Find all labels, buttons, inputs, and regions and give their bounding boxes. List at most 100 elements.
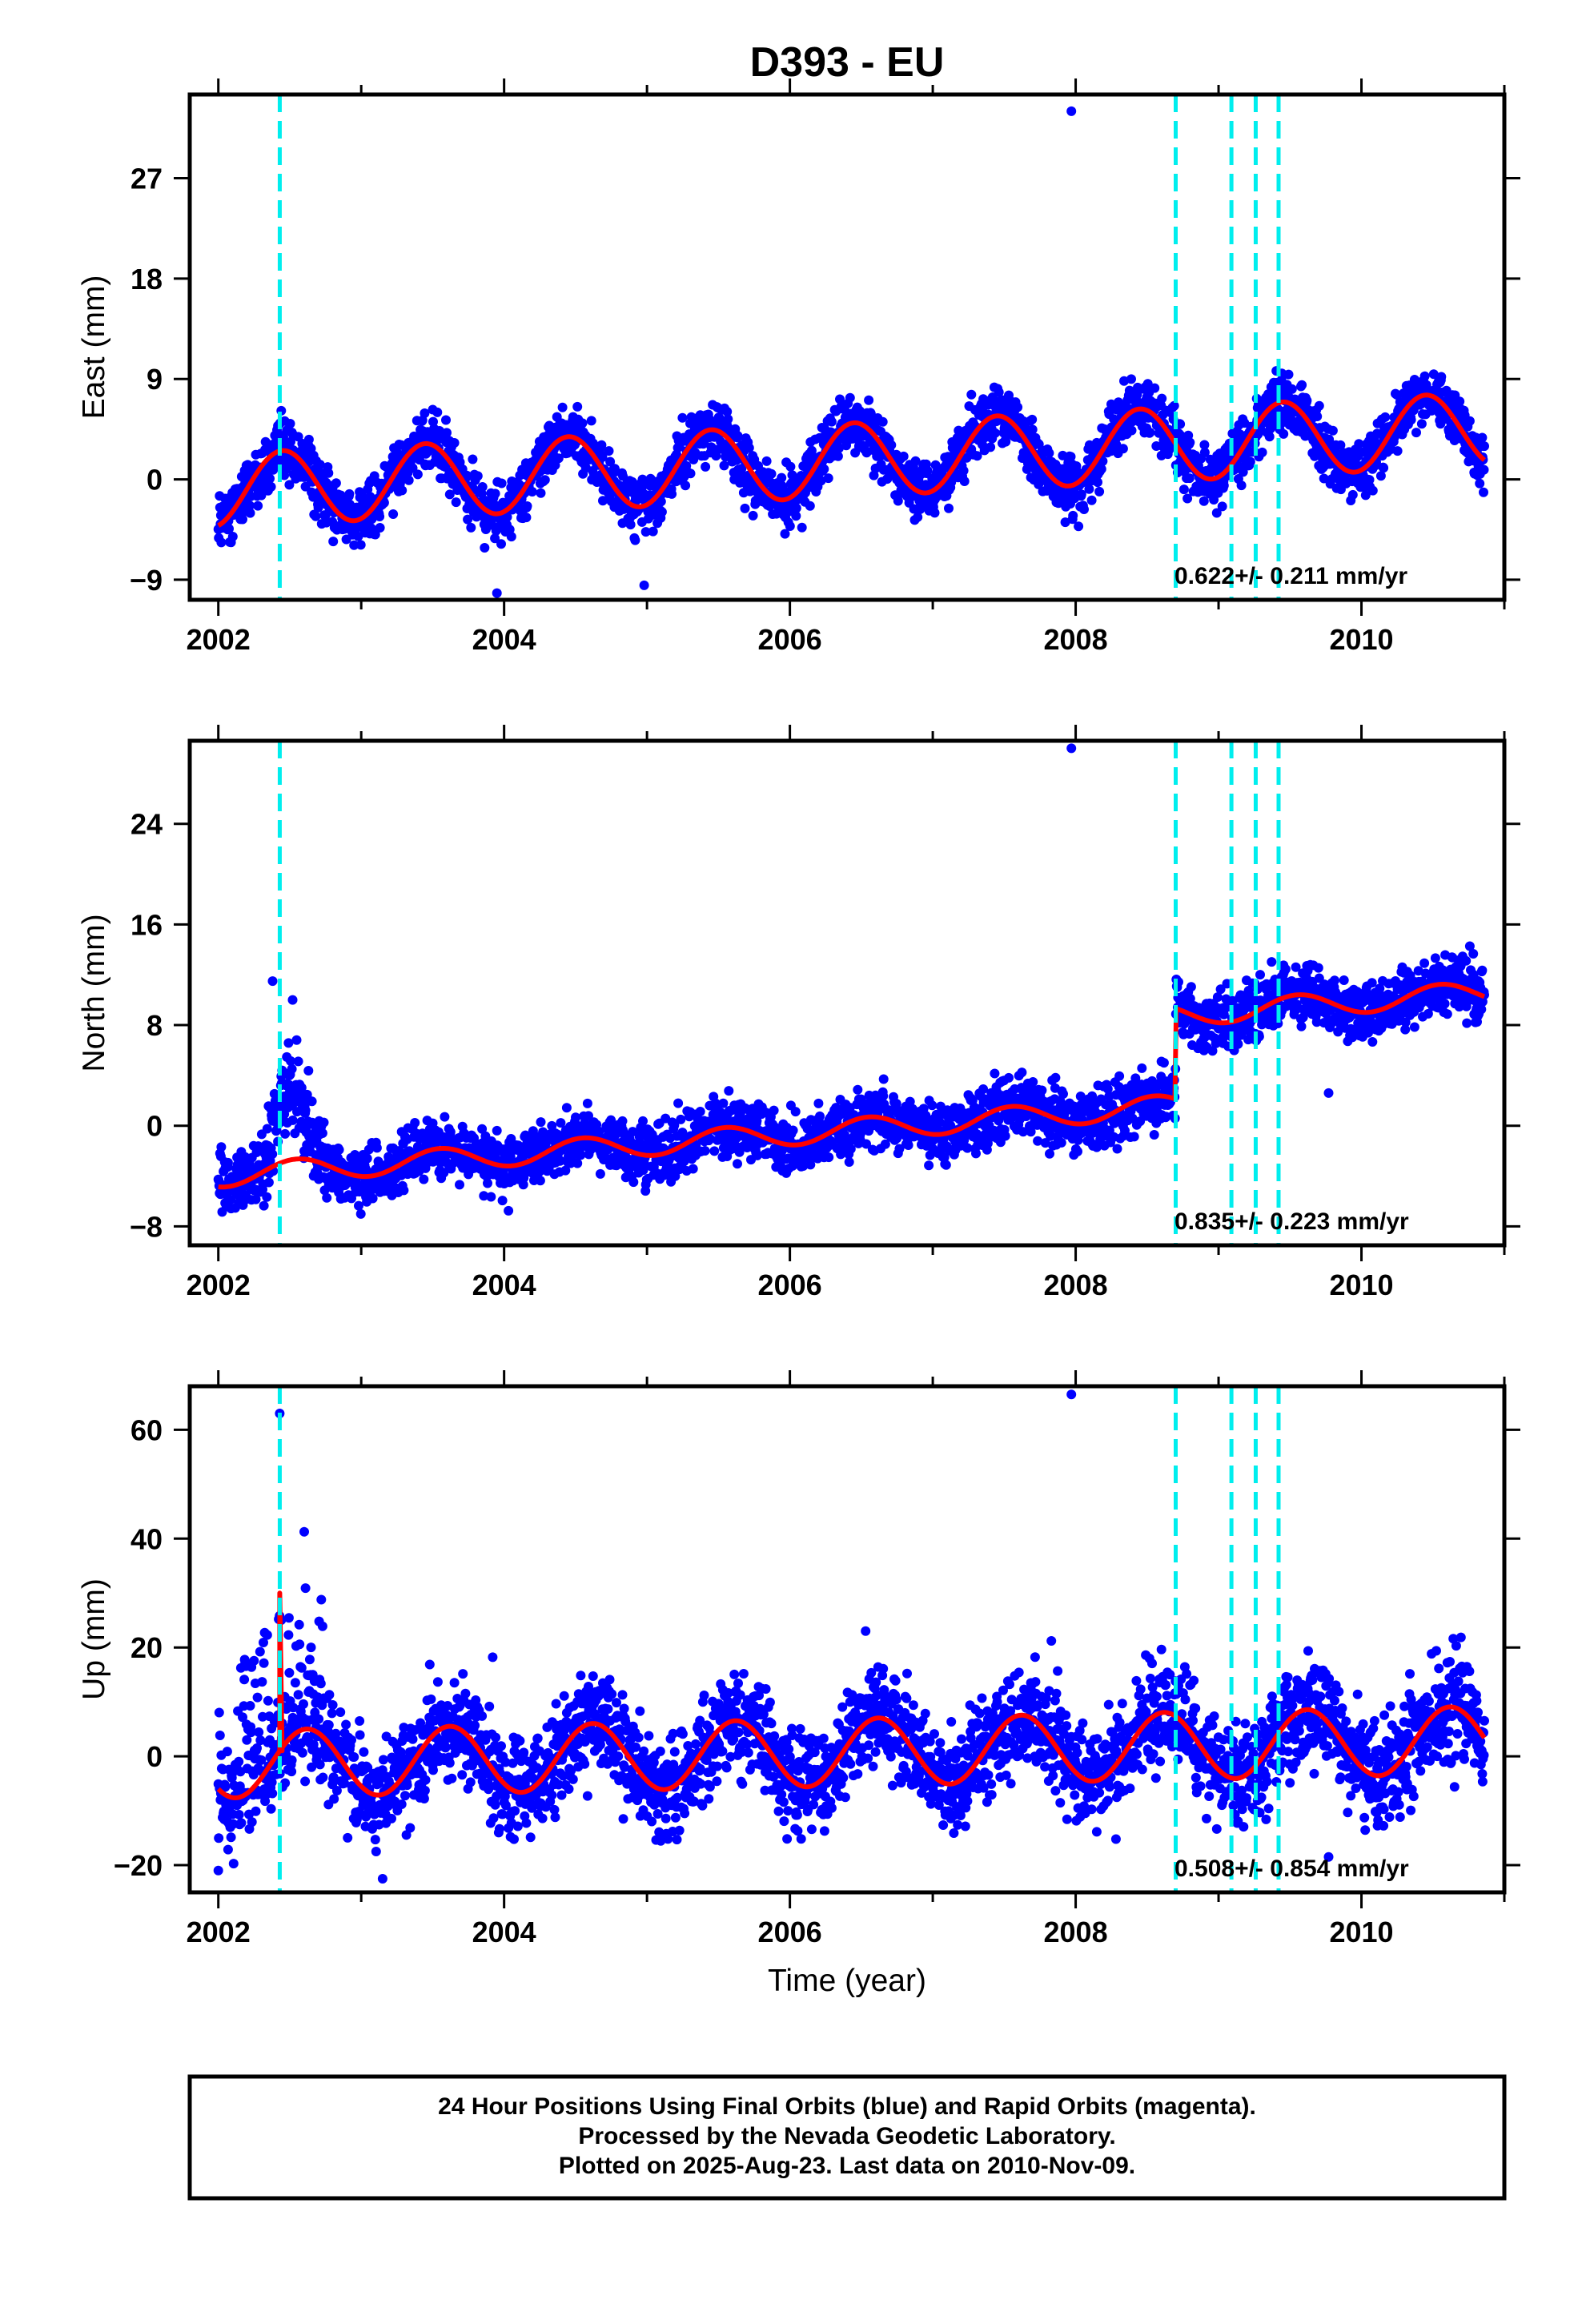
data-point (1217, 501, 1227, 512)
data-point (853, 1084, 863, 1095)
data-point (740, 503, 750, 513)
data-point (1185, 437, 1195, 448)
data-point (1126, 374, 1136, 384)
outlier-point (966, 389, 977, 400)
data-point (681, 480, 691, 491)
data-point (504, 1205, 514, 1216)
data-point (480, 543, 490, 553)
data-point (826, 416, 837, 427)
data-point (605, 456, 616, 467)
data-point (522, 501, 532, 511)
data-point (877, 416, 888, 427)
data-point (723, 414, 733, 424)
data-point (990, 1068, 1000, 1079)
data-point (597, 452, 608, 462)
data-point (878, 1091, 889, 1101)
data-point (959, 476, 970, 486)
data-point (317, 1128, 327, 1138)
outlier-point (1066, 106, 1077, 116)
data-point (506, 532, 516, 542)
data-point (238, 514, 247, 525)
data-point (766, 468, 777, 479)
data-point (1013, 402, 1023, 412)
x-tick-label: 2004 (472, 623, 536, 656)
y-tick-label: 0 (147, 464, 163, 497)
data-point (293, 1056, 303, 1067)
data-point (466, 522, 476, 533)
data-point (284, 480, 295, 490)
data-point (823, 473, 833, 484)
data-point (561, 1103, 572, 1113)
data-point (941, 1160, 951, 1170)
data-point (930, 508, 940, 518)
data-point (824, 1152, 834, 1163)
data-point (449, 438, 460, 448)
data-point (577, 418, 588, 428)
data-point (835, 394, 845, 404)
data-point (777, 472, 787, 483)
data-point (1126, 425, 1137, 436)
data-point (370, 529, 380, 540)
data-point (419, 1174, 429, 1184)
data-point (527, 487, 537, 497)
data-point (1287, 384, 1297, 394)
data-point (1257, 447, 1267, 457)
data-point (719, 460, 729, 471)
data-point (805, 501, 815, 511)
chart-title: D393 - EU (750, 39, 945, 86)
data-point (833, 451, 843, 461)
data-point (355, 1208, 366, 1219)
data-point (291, 1035, 302, 1045)
data-point (1094, 486, 1105, 497)
data-point (898, 451, 909, 461)
data-point (253, 501, 263, 511)
data-point (1379, 463, 1389, 473)
data-point (432, 407, 443, 417)
data-point (445, 1127, 456, 1137)
data-point (367, 514, 377, 525)
data-point (285, 419, 295, 428)
data-point (1027, 414, 1038, 424)
data-point (864, 395, 874, 405)
data-point (673, 1098, 684, 1108)
data-point (640, 527, 651, 537)
data-point (307, 1096, 317, 1107)
data-point (286, 436, 295, 447)
data-point (1178, 485, 1189, 495)
data-point (1068, 510, 1078, 521)
data-point (571, 1112, 580, 1123)
data-point (1380, 412, 1391, 422)
data-point (349, 540, 359, 550)
x-tick-label: 2010 (1329, 623, 1393, 656)
data-point (958, 465, 969, 476)
data-point (722, 407, 733, 416)
data-point (1219, 480, 1229, 491)
data-point (596, 440, 607, 450)
data-point (769, 1105, 779, 1116)
data-point (490, 533, 500, 544)
data-point (224, 524, 234, 534)
data-point (1327, 425, 1338, 436)
data-point (674, 441, 685, 452)
data-point (490, 489, 500, 499)
data-point (878, 1074, 889, 1084)
y-tick-label: 9 (147, 363, 163, 396)
data-point (722, 421, 733, 432)
data-point (303, 434, 314, 444)
data-point (536, 1117, 546, 1128)
data-point (497, 1196, 508, 1206)
data-point (572, 401, 583, 412)
data-point (521, 513, 532, 523)
data-point (572, 1158, 583, 1168)
data-point (1419, 371, 1430, 381)
data-point (399, 1185, 409, 1196)
data-point (630, 535, 640, 545)
data-point (492, 1125, 502, 1136)
data-point (553, 453, 564, 464)
x-tick-label: 2006 (758, 623, 822, 656)
data-point (788, 1125, 798, 1136)
data-point (1236, 480, 1247, 491)
data-point (404, 475, 414, 485)
